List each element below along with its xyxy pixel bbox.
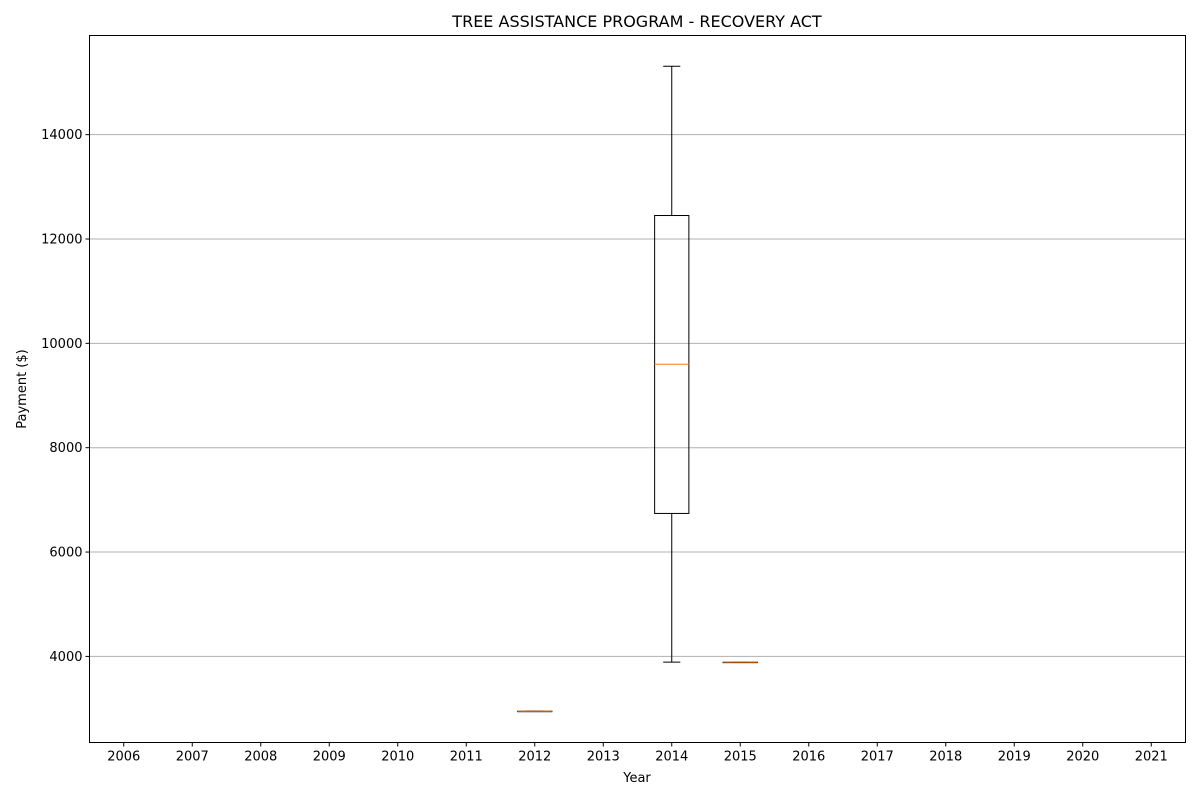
- x-tick-label: 2016: [792, 750, 825, 765]
- x-axis: 2006 2007 2008 2009 2010 2011 2012 2013 2014 2015…: [107, 742, 1168, 765]
- y-tick-label: 10000: [41, 337, 82, 352]
- chart-title: TREE ASSISTANCE PROGRAM - RECOVERY ACT: [451, 12, 822, 31]
- x-tick-label: 2018: [929, 750, 962, 765]
- y-tick-label: 12000: [41, 232, 82, 247]
- x-tick-label: 2014: [655, 750, 688, 765]
- box-2015: [722, 661, 758, 664]
- x-tick-label: 2008: [244, 750, 277, 765]
- x-tick-label: 2017: [861, 750, 894, 765]
- x-tick-label: 2015: [724, 750, 757, 765]
- y-axis: 4000 6000 8000 10000 12000 14000: [41, 128, 90, 665]
- y-tick-label: 6000: [49, 546, 82, 561]
- box-series: [517, 65, 758, 713]
- x-tick-label: 2011: [450, 750, 483, 765]
- x-tick-label: 2006: [107, 750, 140, 765]
- x-tick-label: 2012: [518, 750, 551, 765]
- x-tick-label: 2007: [176, 750, 209, 765]
- x-tick-label: 2019: [998, 750, 1031, 765]
- plot-frame: [89, 35, 1186, 743]
- y-tick-label: 4000: [49, 650, 82, 665]
- x-tick-label: 2013: [587, 750, 620, 765]
- grid-lines: [89, 134, 1186, 657]
- y-tick-label: 14000: [41, 128, 82, 143]
- x-tick-label: 2010: [381, 750, 414, 765]
- y-axis-title: Payment ($): [15, 349, 30, 428]
- x-axis-title: Year: [622, 771, 651, 786]
- box-2012: [517, 710, 553, 713]
- y-tick-label: 8000: [49, 441, 82, 456]
- x-tick-label: 2009: [313, 750, 346, 765]
- x-tick-label: 2020: [1066, 750, 1099, 765]
- x-tick-label: 2021: [1135, 750, 1168, 765]
- box-2014: [654, 65, 690, 663]
